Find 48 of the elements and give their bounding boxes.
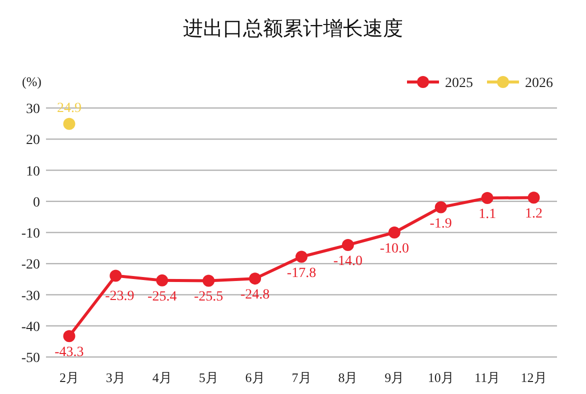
data-label: 1.2: [525, 206, 543, 222]
point: [481, 192, 494, 204]
point: [434, 201, 447, 214]
y-tick-label: 30: [26, 102, 40, 117]
data-label: -14.0: [333, 254, 363, 269]
y-tick-label: 20: [26, 133, 40, 148]
x-tick-label: 3月: [106, 370, 126, 385]
x-tick-label: 11月: [474, 370, 500, 385]
point: [110, 270, 122, 282]
data-label: -25.4: [148, 289, 177, 304]
data-label: 24.9: [56, 100, 82, 116]
point: [63, 330, 76, 342]
point: [296, 250, 308, 263]
y-tick-label: -40: [21, 320, 40, 335]
data-label: -23.9: [105, 288, 134, 304]
y-tick-label: 0: [33, 195, 40, 210]
y-tick-label: -30: [21, 288, 40, 304]
point: [528, 192, 540, 204]
x-tick-label: 8月: [338, 370, 358, 385]
x-tick-label: 5月: [198, 370, 218, 385]
point: [249, 272, 262, 285]
legend-label: 2025: [445, 76, 473, 91]
x-tick-label: 4月: [152, 370, 172, 385]
data-label: -43.3: [54, 345, 84, 360]
x-tick-label: 9月: [384, 370, 404, 385]
x-tick-label: 12月: [520, 370, 547, 385]
y-tick-label: -10: [21, 226, 40, 242]
chart-title: 进出口总额累计增长速度: [183, 18, 403, 40]
y-tick-label: -20: [21, 258, 40, 273]
x-tick-label: 6月: [245, 370, 265, 385]
x-tick-label: 7月: [292, 370, 312, 385]
y-tick-label: -50: [21, 351, 40, 366]
data-label: -24.8: [240, 288, 270, 303]
point: [388, 226, 400, 238]
x-tick-label: 2月: [59, 370, 79, 385]
point: [156, 274, 168, 286]
x-tick-label: 10月: [428, 370, 454, 385]
data-label: -10.0: [380, 242, 409, 256]
data-label: -17.8: [286, 266, 316, 281]
y-tick-label: 10: [26, 164, 40, 180]
data-label: 1.1: [478, 206, 496, 222]
point: [342, 238, 354, 251]
point: [202, 274, 215, 287]
y-axis-title: (%): [22, 74, 42, 89]
data-label: -1.9: [430, 216, 452, 232]
data-label: -25.5: [194, 290, 224, 305]
point: [63, 118, 76, 130]
legend-label: 2026: [525, 76, 553, 91]
